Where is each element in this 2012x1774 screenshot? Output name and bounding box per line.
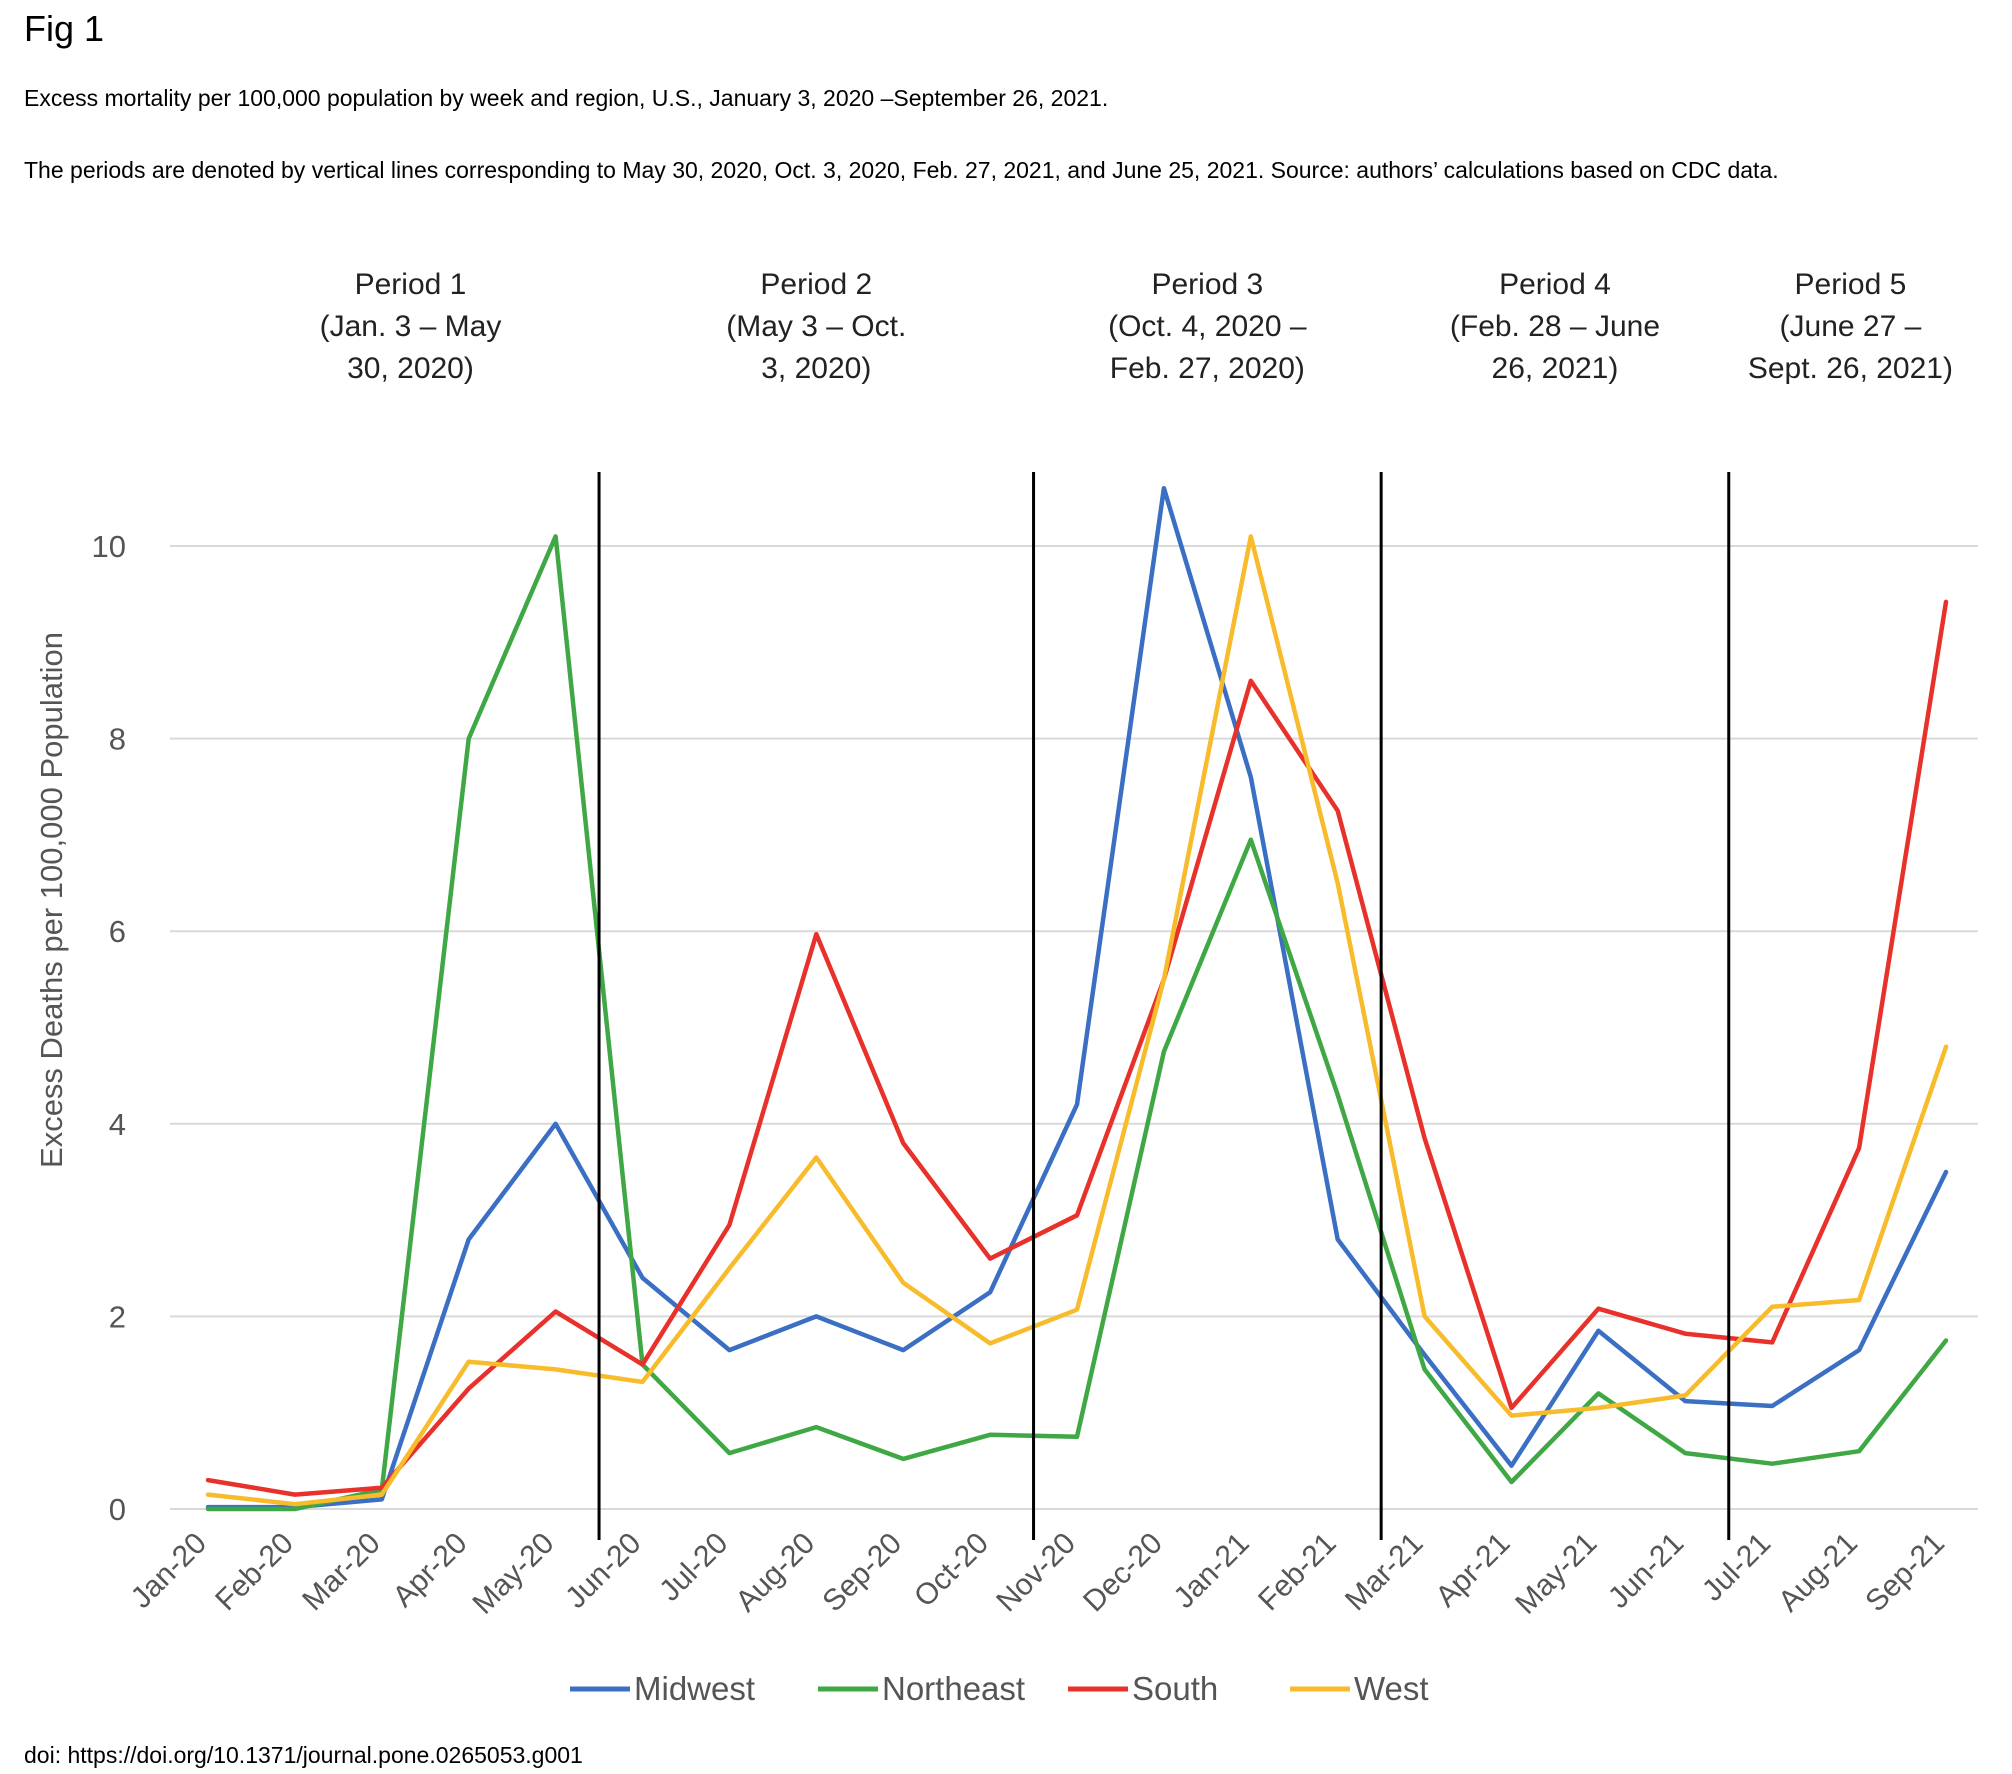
period-label-line: 26, 2021) bbox=[1492, 352, 1619, 385]
x-tick-label: Dec-20 bbox=[1077, 1527, 1169, 1619]
series-line-northeast bbox=[205, 534, 1949, 1512]
legend-label-west: West bbox=[1354, 1670, 1429, 1707]
x-tick-label: Jan-21 bbox=[1168, 1527, 1256, 1615]
period-label-1: Period 1 (Jan. 3 – May 30, 2020) bbox=[320, 268, 502, 385]
y-tick-label: 0 bbox=[109, 1492, 126, 1527]
x-tick-label: Mar-20 bbox=[296, 1527, 387, 1618]
period-label-line: Period 4 bbox=[1499, 268, 1611, 301]
period-label-line: Period 5 bbox=[1795, 268, 1907, 301]
y-tick-label: 8 bbox=[109, 722, 126, 757]
series-line-west bbox=[205, 534, 1949, 1507]
series-lines bbox=[205, 485, 1949, 1512]
legend-label-south: South bbox=[1132, 1670, 1218, 1707]
figure-label: Fig 1 bbox=[24, 8, 105, 49]
period-label-line: Period 2 bbox=[760, 268, 872, 301]
period-label-line: (Feb. 28 – June bbox=[1450, 310, 1660, 343]
x-tick-label: Feb-21 bbox=[1252, 1527, 1343, 1618]
x-tick-label: Jul-20 bbox=[653, 1527, 734, 1608]
x-tick-label: Sep-21 bbox=[1859, 1527, 1951, 1619]
x-tick-label: Sep-20 bbox=[816, 1527, 908, 1619]
legend: Midwest Northeast South West bbox=[570, 1670, 1429, 1707]
x-tick-label: Nov-20 bbox=[990, 1527, 1082, 1619]
period-label-line: (Oct. 4, 2020 – bbox=[1108, 310, 1307, 343]
period-labels: Period 1 (Jan. 3 – May 30, 2020) Period 2 (M… bbox=[320, 268, 1953, 385]
x-tick-label: May-20 bbox=[466, 1527, 560, 1621]
y-tick-label: 10 bbox=[92, 529, 126, 564]
gridlines bbox=[170, 545, 1978, 1510]
x-tick-label: Mar-21 bbox=[1339, 1527, 1430, 1618]
period-label-line: Period 1 bbox=[355, 268, 467, 301]
period-dividers bbox=[597, 472, 1731, 1540]
y-tick-label: 4 bbox=[109, 1107, 126, 1142]
x-tick-label: Jan-20 bbox=[125, 1527, 213, 1615]
period-label-5: Period 5 (June 27 – Sept. 26, 2021) bbox=[1748, 268, 1953, 385]
period-label-2: Period 2 (May 3 – Oct. 3, 2020) bbox=[726, 268, 906, 385]
legend-label-midwest: Midwest bbox=[634, 1670, 755, 1707]
period-label-line: (Jan. 3 – May bbox=[320, 310, 502, 343]
x-tick-label: Oct-20 bbox=[908, 1527, 995, 1614]
period-label-line: 30, 2020) bbox=[347, 352, 474, 385]
period-label-line: (May 3 – Oct. bbox=[726, 310, 906, 343]
period-label-line: Period 3 bbox=[1151, 268, 1263, 301]
period-label-line: Sept. 26, 2021) bbox=[1748, 352, 1953, 385]
legend-label-northeast: Northeast bbox=[882, 1670, 1025, 1707]
doi-link[interactable]: doi: https://doi.org/10.1371/journal.pon… bbox=[24, 1742, 583, 1768]
y-tick-label: 6 bbox=[109, 914, 126, 949]
x-tick-label: Apr-20 bbox=[387, 1527, 474, 1614]
caption-title: Excess mortality per 100,000 population … bbox=[24, 85, 1109, 111]
caption-description: The periods are denoted by vertical line… bbox=[24, 157, 1779, 183]
x-tick-label: Aug-20 bbox=[730, 1527, 822, 1619]
x-tick-label: Jun-21 bbox=[1602, 1527, 1690, 1615]
period-label-line: 3, 2020) bbox=[761, 352, 871, 385]
x-tick-label: Jun-20 bbox=[559, 1527, 647, 1615]
period-label-line: Feb. 27, 2020) bbox=[1110, 352, 1305, 385]
x-tick-label: Feb-20 bbox=[209, 1527, 300, 1618]
x-tick-label: Apr-21 bbox=[1429, 1527, 1516, 1614]
x-tick-label: May-21 bbox=[1509, 1527, 1603, 1621]
y-tick-label: 2 bbox=[109, 1299, 126, 1334]
period-label-4: Period 4 (Feb. 28 – June 26, 2021) bbox=[1450, 268, 1660, 385]
period-label-line: (June 27 – bbox=[1780, 310, 1922, 343]
y-axis-label: Excess Deaths per 100,000 Population bbox=[34, 632, 69, 1168]
line-chart: Period 1 (Jan. 3 – May 30, 2020) Period 2 (M… bbox=[34, 268, 1978, 1707]
period-label-3: Period 3 (Oct. 4, 2020 – Feb. 27, 2020) bbox=[1108, 268, 1307, 385]
series-line-midwest bbox=[205, 485, 1949, 1510]
x-tick-label: Aug-21 bbox=[1772, 1527, 1864, 1619]
y-axis-ticks: 0 2 4 6 8 10 bbox=[92, 529, 126, 1527]
x-tick-label: Jul-21 bbox=[1696, 1527, 1777, 1608]
